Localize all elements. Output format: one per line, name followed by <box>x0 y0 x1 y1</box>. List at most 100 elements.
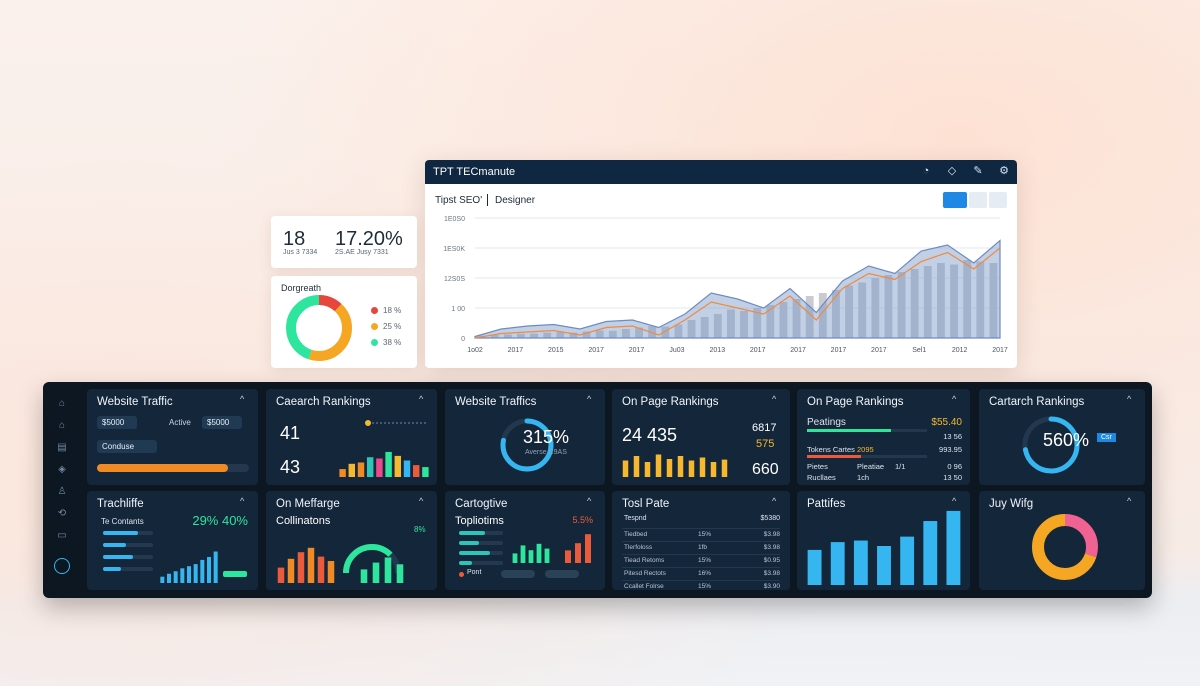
chip[interactable]: Conduse <box>97 440 157 453</box>
card-menu[interactable]: ^ <box>1127 394 1132 404</box>
card-menu[interactable]: ^ <box>587 394 592 404</box>
chart-area <box>160 551 218 583</box>
subtitle: Tipst SEO' <box>435 195 483 206</box>
cell: Tiead Retoms <box>624 557 665 564</box>
chip <box>545 570 579 578</box>
metric: 29% 40% <box>192 513 248 528</box>
bar <box>575 543 581 563</box>
cell: $3.98 <box>763 570 780 577</box>
header-icon[interactable]: ◇ <box>947 165 957 177</box>
chart-area <box>286 295 352 361</box>
bar <box>989 263 998 338</box>
bar <box>376 458 383 477</box>
toggle-button[interactable] <box>989 192 1007 208</box>
card-menu[interactable]: ^ <box>419 496 424 506</box>
progress-bar <box>807 429 891 432</box>
toggle-button[interactable] <box>969 192 987 208</box>
cell: 16% <box>698 570 712 577</box>
bar <box>677 456 684 477</box>
bar <box>832 290 840 338</box>
line <box>474 247 1001 339</box>
card-title: Website Traffics <box>455 396 537 408</box>
bar <box>366 457 374 477</box>
card-menu[interactable]: ^ <box>1127 496 1132 506</box>
legend-dot <box>371 307 378 314</box>
card-menu[interactable]: ^ <box>952 394 957 404</box>
chart-area <box>343 544 401 574</box>
header-icon[interactable]: ✎ <box>973 165 983 177</box>
bar <box>582 331 591 338</box>
table-head: Tespnd <box>624 515 647 522</box>
bar <box>830 542 845 585</box>
x-tick-label: 2017 <box>508 347 524 354</box>
bar <box>740 311 748 338</box>
y-tick-label: 1 00 <box>451 306 465 313</box>
chart-area <box>500 418 554 472</box>
chip <box>501 570 535 578</box>
bar <box>360 569 368 583</box>
card-title: On Meffarge <box>276 498 340 510</box>
sidebar-icon[interactable]: ▭ <box>57 530 67 541</box>
y-tick-label: 1ES0K <box>443 246 465 253</box>
row-divider <box>622 580 780 581</box>
gauge <box>343 544 401 574</box>
area <box>474 239 1001 339</box>
card-menu[interactable]: ^ <box>240 394 245 404</box>
bar <box>877 546 891 585</box>
bar <box>963 260 972 338</box>
chart-area <box>360 557 404 583</box>
bar <box>160 576 165 583</box>
sidebar-icon[interactable] <box>54 558 70 574</box>
card: Caearch Rankings ^ 41 43 <box>266 389 437 485</box>
card-menu[interactable]: ^ <box>240 496 245 506</box>
toggle-button[interactable] <box>943 192 967 208</box>
sidebar-icon[interactable]: ▤ <box>57 442 67 453</box>
cell: Tlerfoloss <box>624 544 653 551</box>
card: Pattifes ^ <box>797 491 970 590</box>
metric: 24 435 <box>622 425 678 445</box>
window-header: TPT TECmanute ◔ ◇ ✎ ⚙ <box>425 160 1017 184</box>
card: Website Traffic ^ $5000 Active $5000 Conduse <box>87 389 258 485</box>
sidebar-icon[interactable]: ⌂ <box>58 420 66 431</box>
bar <box>528 550 534 563</box>
stat-value: 18 <box>283 228 306 250</box>
sidebar-icon[interactable]: ⟲ <box>57 508 67 519</box>
header-icon[interactable]: ⚙ <box>999 165 1009 177</box>
donut-segment <box>286 295 352 361</box>
card-title: Caearch Rankings <box>276 396 371 408</box>
bar <box>396 564 404 583</box>
cell: 15% <box>698 583 712 590</box>
sidebar-icon[interactable]: ◈ <box>58 464 66 475</box>
pin <box>365 420 371 426</box>
legend-label: 25 % <box>383 322 402 331</box>
card-title: Website Traffic <box>97 396 173 408</box>
sidebar-icon[interactable]: ⌂ <box>58 398 66 409</box>
ring-value: 315% <box>523 427 570 447</box>
card-menu[interactable]: ^ <box>419 394 424 404</box>
row-divider <box>622 541 780 542</box>
row-cell: 1/1 <box>895 462 906 471</box>
bar <box>666 459 673 477</box>
cell: Tiedbed <box>624 531 648 538</box>
cell: $3.98 <box>763 531 780 538</box>
h-bar <box>459 531 486 535</box>
row-divider <box>622 567 780 568</box>
row-cell: 2095 <box>857 445 874 454</box>
bar <box>727 309 735 338</box>
card-menu[interactable]: ^ <box>952 496 957 506</box>
chart-area <box>1022 416 1080 474</box>
card: Juy Wifg ^ <box>979 491 1145 590</box>
window-title: TPT TECmanute <box>433 166 516 178</box>
sidebar-icon[interactable]: ♙ <box>57 486 67 497</box>
subtitle: Collinatons <box>276 515 331 527</box>
header-icon[interactable]: ◔ <box>922 165 930 177</box>
card-menu[interactable]: ^ <box>772 496 777 506</box>
chip: Pont <box>467 569 482 576</box>
badge: Csr <box>1097 433 1116 442</box>
card-menu[interactable]: ^ <box>772 394 777 404</box>
card-menu[interactable]: ^ <box>587 496 592 506</box>
metric: 43 <box>280 457 301 477</box>
h-bar-track <box>459 561 503 565</box>
metric-side: 6817 <box>752 422 777 434</box>
subtitle-sep <box>487 194 488 206</box>
